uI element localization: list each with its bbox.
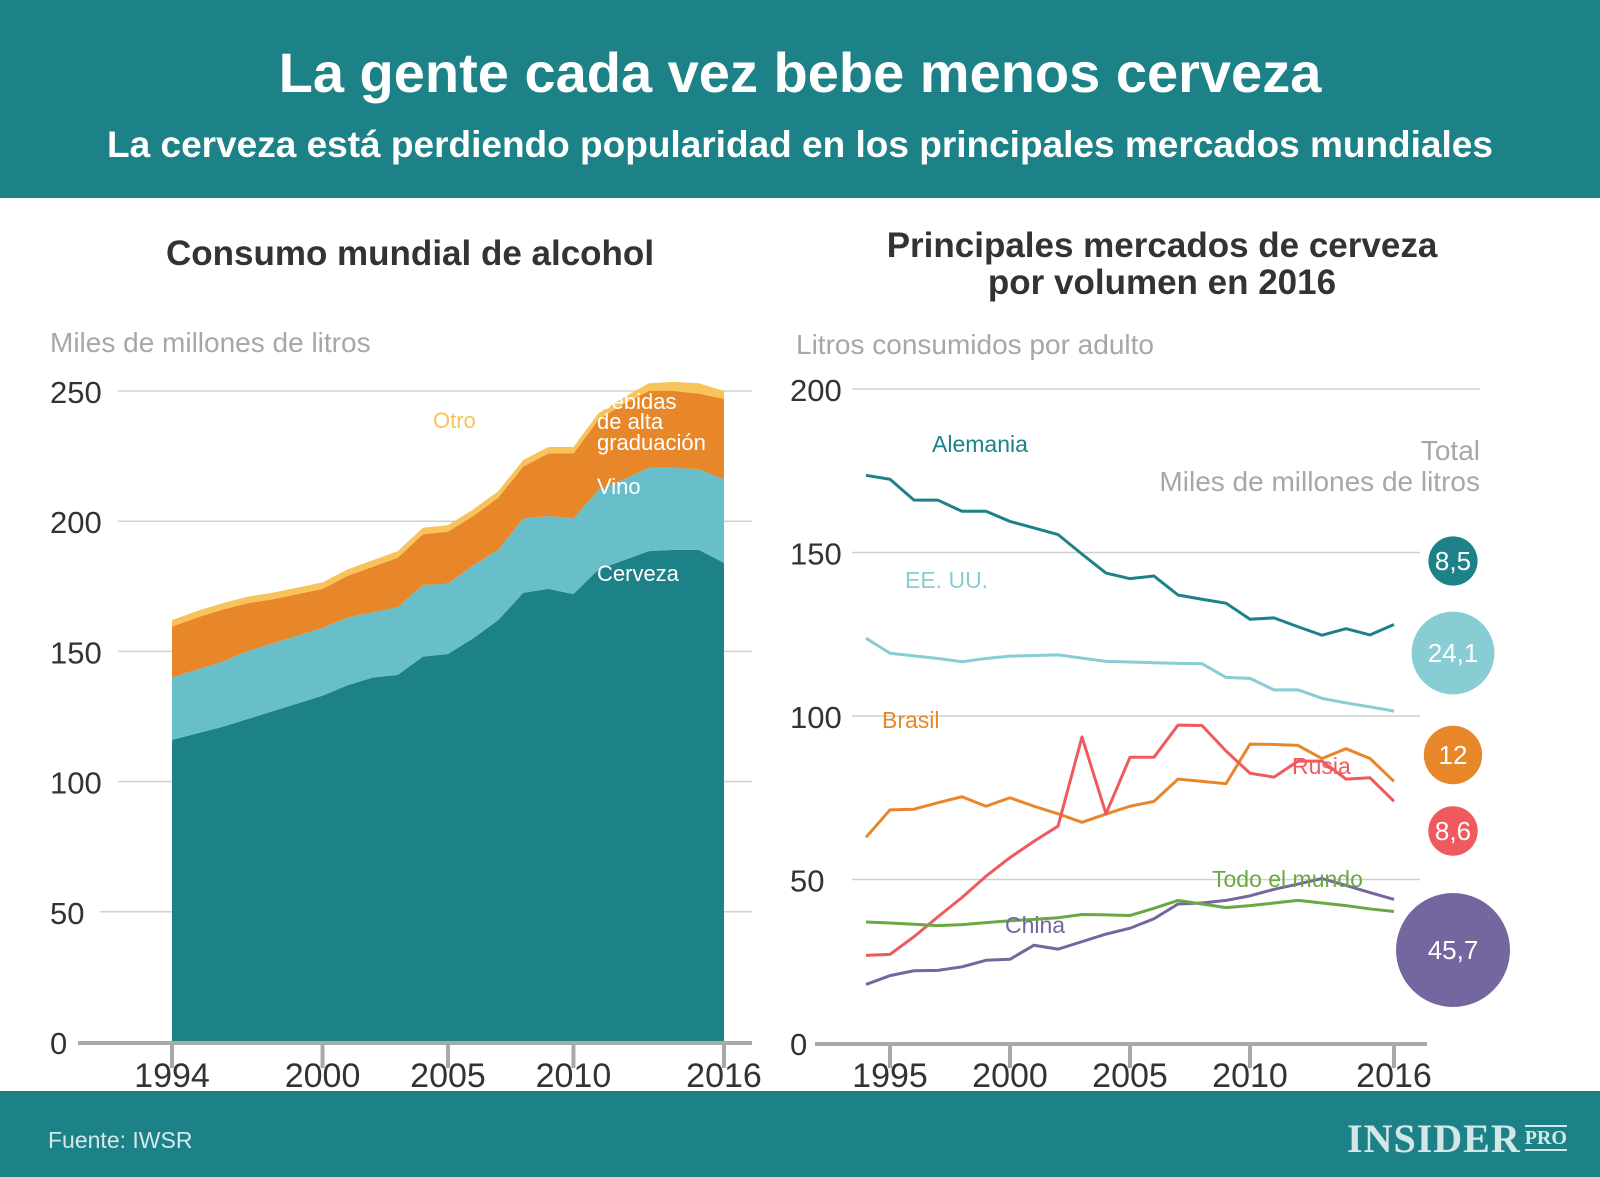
- right-chart: Principales mercados de cerveza por volu…: [790, 226, 1510, 1091]
- line-brasil: [864, 742, 1396, 839]
- x-tick-label: 1995: [852, 1057, 928, 1091]
- x-tick-label: 2016: [1356, 1057, 1432, 1091]
- left-chart-title: Consumo mundial de alcohol: [166, 234, 654, 273]
- source-note: Fuente: IWSR: [48, 1127, 193, 1153]
- totals-header-1: Total: [1421, 435, 1480, 466]
- total-bubble-label: 24,1: [1428, 638, 1479, 668]
- y-tick-label: 0: [50, 1026, 67, 1061]
- y-tick-label: 50: [790, 864, 824, 899]
- label-cerveza: Cerveza: [597, 561, 680, 586]
- total-bubble: [1411, 611, 1495, 695]
- right-chart-title-line1: Principales mercados de cerveza: [887, 226, 1438, 265]
- label-bebidas-1: Bebidas: [597, 389, 677, 414]
- area-vino: [172, 467, 724, 740]
- x-tick-label: 1994: [134, 1057, 210, 1091]
- total-bubble: [1396, 893, 1510, 1007]
- header: La gente cada vez bebe menos cerveza La …: [0, 0, 1600, 198]
- label-otro: Otro: [433, 408, 476, 433]
- total-bubble: [1428, 536, 1478, 586]
- y-tick-label: 150: [790, 537, 842, 572]
- y-tick-label: 150: [50, 635, 102, 670]
- page-subtitle: La cerveza está perdiendo popularidad en…: [107, 124, 1493, 165]
- label-alemania: Alemania: [932, 431, 1028, 457]
- label-bebidas-3: graduación: [597, 430, 706, 455]
- label-todo-el-mundo: Todo el mundo: [1212, 866, 1363, 892]
- right-y-axis-label: Litros consumidos por adulto: [796, 329, 1154, 360]
- y-tick-label: 100: [50, 766, 102, 801]
- label-china: China: [1005, 912, 1065, 938]
- x-tick-label: 2016: [686, 1057, 762, 1091]
- line-ee-uu-: [865, 636, 1395, 713]
- page-title: La gente cada vez bebe menos cerveza: [278, 41, 1322, 104]
- total-bubble-label: 12: [1439, 740, 1468, 770]
- logo-text: INSIDER: [1347, 1116, 1521, 1161]
- x-tick-label: 2010: [536, 1057, 612, 1091]
- label-rusia: Rusia: [1292, 753, 1351, 779]
- total-bubble-label: 45,7: [1428, 935, 1479, 965]
- y-tick-label: 50: [50, 896, 84, 931]
- line-rusia: [865, 723, 1396, 957]
- area-cerveza: [172, 549, 724, 1042]
- line-china: [865, 877, 1395, 986]
- label-brasil: Brasil: [882, 707, 940, 733]
- x-tick-label: 2010: [1212, 1057, 1288, 1091]
- total-bubble: [1428, 806, 1478, 856]
- y-tick-label: 200: [790, 373, 842, 408]
- right-chart-title-line2: por volumen en 2016: [988, 263, 1336, 302]
- x-tick-label: 2005: [410, 1057, 486, 1091]
- label-bebidas-2: de alta: [597, 409, 664, 434]
- line-alemania: [865, 473, 1395, 637]
- total-bubble: [1423, 725, 1483, 785]
- insider-pro-logo: INSIDER PRO: [1347, 1115, 1567, 1162]
- totals-header-2: Miles de millones de litros: [1159, 466, 1480, 497]
- y-tick-label: 200: [50, 505, 102, 540]
- footer: Fuente: IWSR INSIDER PRO: [0, 1091, 1600, 1177]
- total-bubble-label: 8,6: [1435, 816, 1471, 846]
- y-tick-label: 250: [50, 375, 102, 410]
- x-tick-label: 2005: [1092, 1057, 1168, 1091]
- label-eeuu: EE. UU.: [905, 567, 988, 593]
- left-y-axis-label: Miles de millones de litros: [50, 327, 371, 358]
- x-tick-label: 2000: [285, 1057, 361, 1091]
- line-todo-el-mundo: [865, 898, 1395, 928]
- y-tick-label: 0: [790, 1027, 807, 1062]
- charts: Consumo mundial de alcohol Miles de mill…: [50, 226, 1510, 1091]
- total-bubble-label: 8,5: [1435, 546, 1471, 576]
- area-otro: [172, 381, 724, 627]
- label-vino: Vino: [597, 474, 641, 499]
- left-chart: Consumo mundial de alcohol Miles de mill…: [50, 234, 762, 1091]
- x-tick-label: 2000: [972, 1057, 1048, 1091]
- logo-suffix: PRO: [1524, 1125, 1567, 1151]
- y-tick-label: 100: [790, 700, 842, 735]
- area-bebidas-de-alta-graduación: [172, 391, 724, 678]
